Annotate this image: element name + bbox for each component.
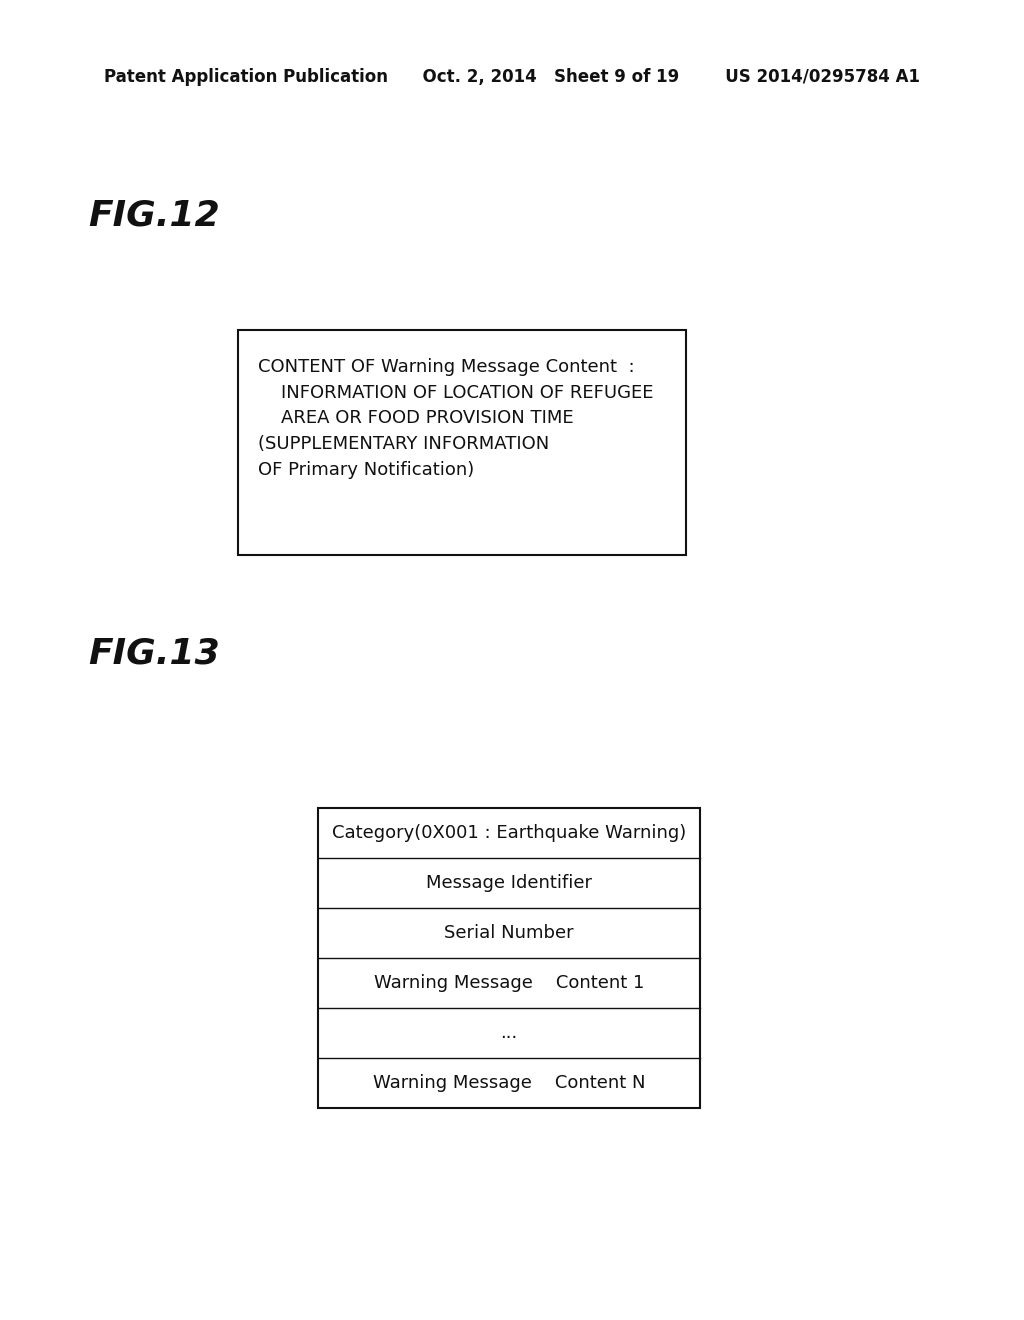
- Text: Category(0X001 : Earthquake Warning): Category(0X001 : Earthquake Warning): [332, 824, 686, 842]
- Text: FIG.13: FIG.13: [88, 636, 220, 671]
- Text: ...: ...: [501, 1024, 517, 1041]
- Bar: [238, 330, 686, 554]
- Text: Warning Message    Content N: Warning Message Content N: [373, 1074, 645, 1092]
- Text: FIG.12: FIG.12: [88, 198, 220, 232]
- Text: Warning Message    Content 1: Warning Message Content 1: [374, 974, 644, 993]
- Bar: [318, 808, 700, 1107]
- Text: Patent Application Publication      Oct. 2, 2014   Sheet 9 of 19        US 2014/: Patent Application Publication Oct. 2, 2…: [104, 69, 920, 86]
- Text: Message Identifier: Message Identifier: [426, 874, 592, 892]
- Text: Serial Number: Serial Number: [444, 924, 573, 942]
- Text: CONTENT OF Warning Message Content  :
    INFORMATION OF LOCATION OF REFUGEE
   : CONTENT OF Warning Message Content : INF…: [258, 358, 653, 479]
